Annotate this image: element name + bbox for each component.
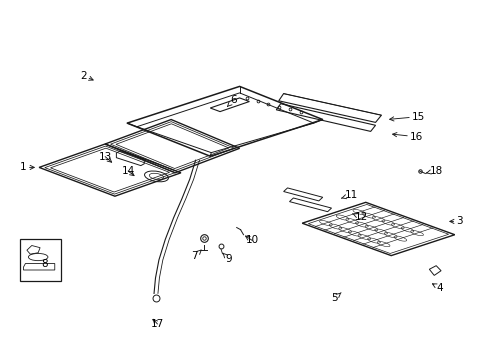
Text: 5: 5 [331,293,340,303]
Text: 1: 1 [20,162,34,172]
Text: 9: 9 [222,253,232,264]
Text: 10: 10 [245,235,258,246]
Text: 18: 18 [426,166,442,176]
Text: 6: 6 [227,95,237,107]
Text: 16: 16 [392,132,423,142]
Text: 7: 7 [191,250,201,261]
Bar [20,239,61,281]
Text: 15: 15 [389,112,425,122]
Text: 12: 12 [352,212,368,222]
Text: 4: 4 [431,283,443,293]
Text: 2: 2 [80,71,93,81]
Text: 11: 11 [341,190,357,200]
Text: 8: 8 [41,258,48,269]
Text: 17: 17 [150,319,164,329]
Text: 14: 14 [121,166,135,176]
Text: 13: 13 [98,152,112,162]
Text: 3: 3 [449,216,462,226]
